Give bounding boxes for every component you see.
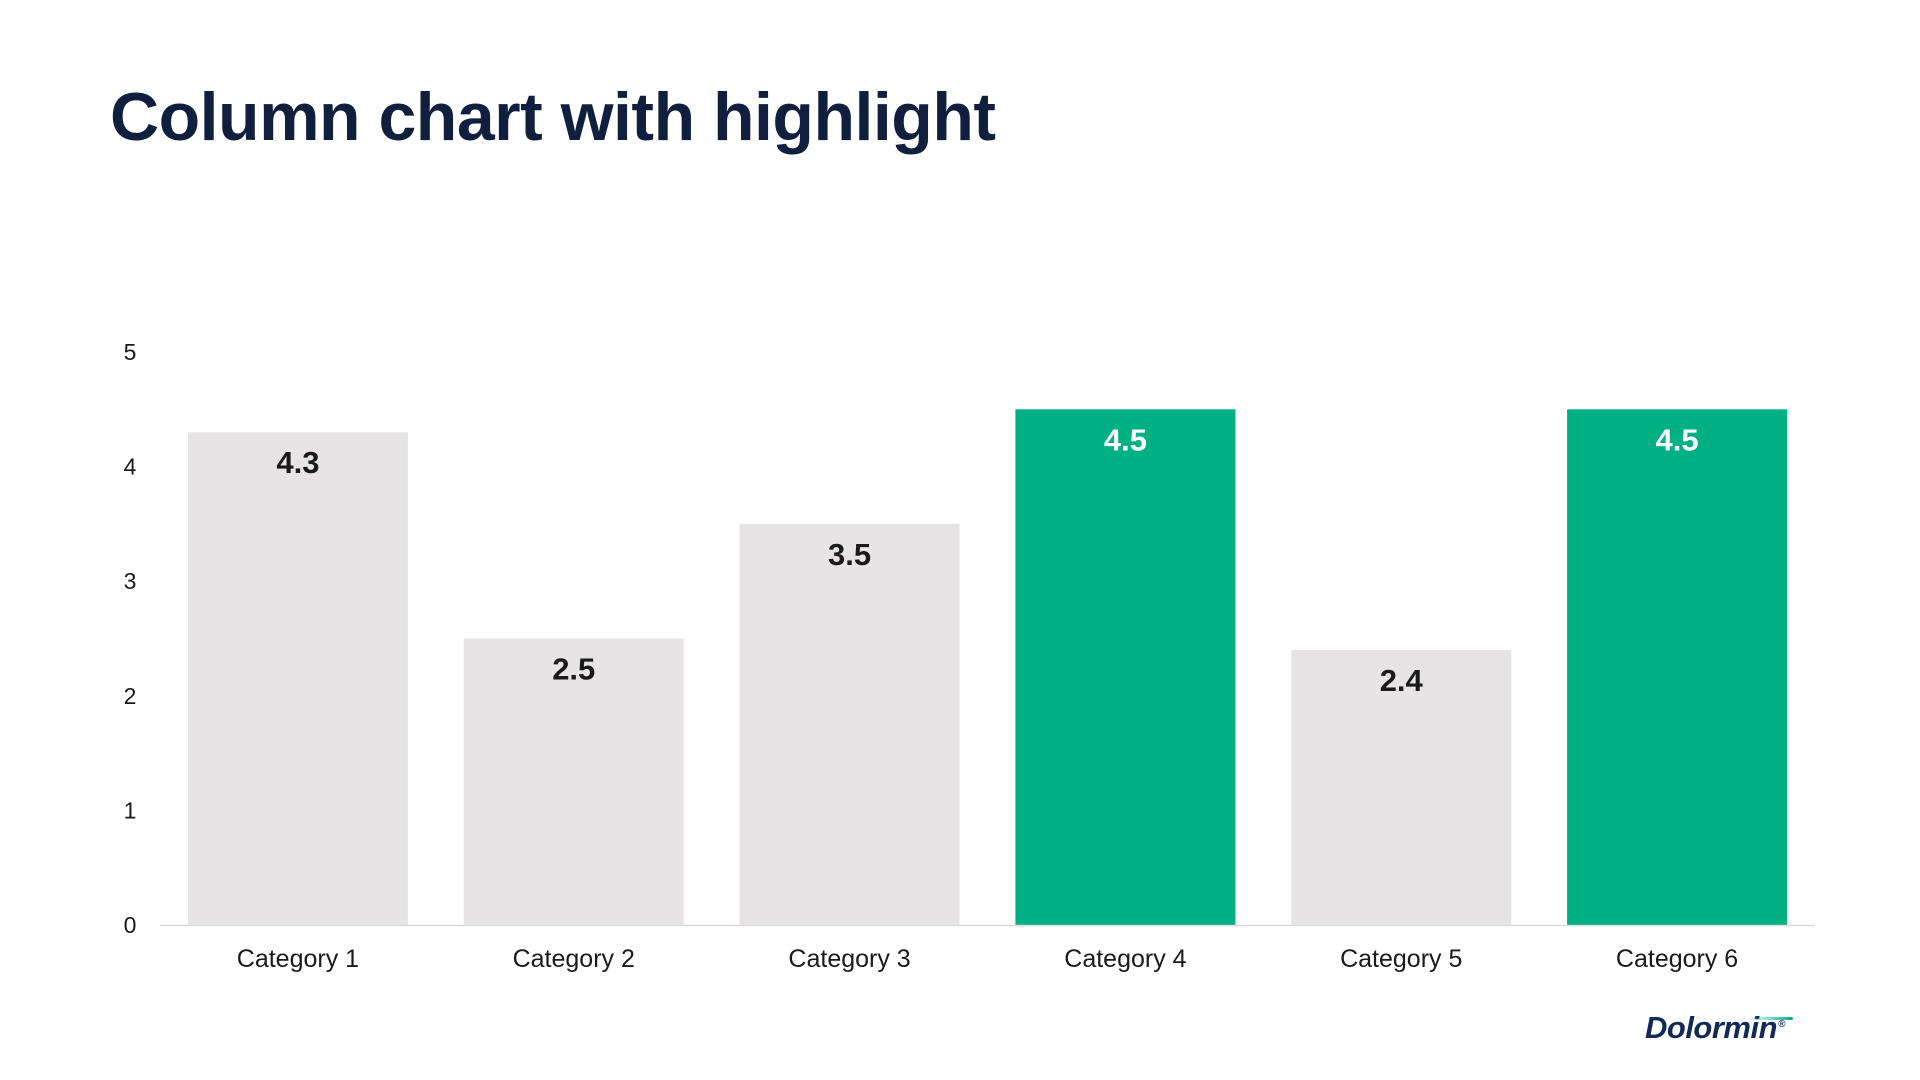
category-label: Category 6 — [1616, 945, 1738, 973]
category-label: Category 5 — [1340, 945, 1462, 973]
bar-highlighted — [1015, 409, 1236, 925]
bar — [187, 432, 408, 925]
brand-logo: Dolormin® — [1645, 1010, 1793, 1046]
y-axis-ticks: 0 1 2 3 4 5 — [124, 339, 137, 938]
category-label: Category 3 — [788, 945, 910, 973]
category-label: Category 4 — [1064, 945, 1186, 973]
y-tick-label: 0 — [124, 912, 137, 938]
logo-swoosh — [1746, 1017, 1793, 1020]
bar — [739, 523, 960, 925]
bar-value-label: 3.5 — [828, 537, 871, 572]
bar — [463, 638, 684, 925]
y-tick-label: 2 — [124, 683, 137, 709]
category-label-group: Category 1 Category 2 Category 3 Category 4… — [237, 945, 1738, 973]
bar-value-label: 2.5 — [552, 652, 595, 687]
registered-mark: ® — [1778, 1018, 1785, 1030]
bar-value-label: 4.5 — [1656, 422, 1699, 457]
y-tick-label: 4 — [124, 454, 137, 480]
bar-value-label: 4.5 — [1104, 422, 1147, 457]
category-label: Category 1 — [237, 945, 359, 973]
y-tick-label: 5 — [124, 339, 137, 365]
bar — [1291, 649, 1512, 925]
bar-group — [187, 409, 1788, 925]
bar-value-label: 4.3 — [276, 445, 319, 480]
bar-value-label: 2.4 — [1380, 663, 1424, 698]
bar-highlighted — [1567, 409, 1788, 925]
page-title: Column chart with highlight — [110, 79, 996, 155]
y-tick-label: 1 — [124, 797, 137, 823]
category-label: Category 2 — [513, 945, 635, 973]
value-label-group: 4.3 2.5 3.5 4.5 2.4 4.5 — [276, 422, 1698, 698]
logo-wordmark: Dolormin — [1645, 1010, 1778, 1045]
y-tick-label: 3 — [124, 568, 137, 594]
